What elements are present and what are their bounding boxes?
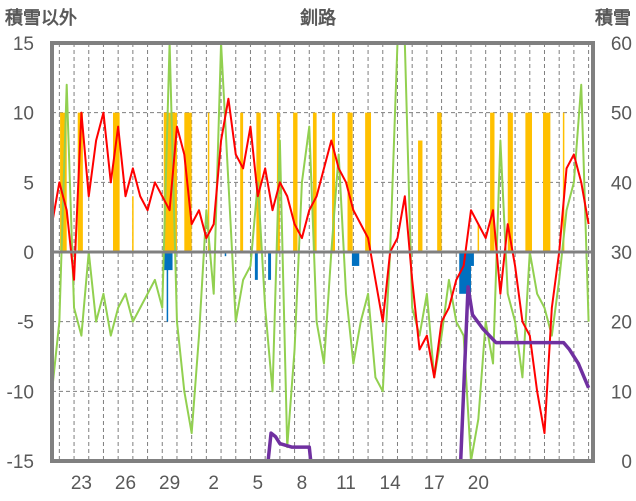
right-tick-label: 10 — [611, 382, 632, 403]
red-series-line — [51, 97, 590, 435]
orange-bar — [113, 112, 120, 253]
x-tick-label: 2 — [208, 473, 219, 494]
orange-bar — [543, 112, 551, 253]
left-tick-label: -10 — [7, 382, 34, 403]
right-tick-label: 50 — [611, 104, 632, 125]
left-tick-label: 10 — [13, 104, 34, 125]
blue-bar — [224, 252, 227, 257]
orange-bar — [293, 112, 298, 253]
left-tick-label: 0 — [23, 243, 34, 264]
x-tick-label: 8 — [297, 473, 308, 494]
blue-bar — [470, 252, 474, 266]
x-tick-label: 20 — [468, 473, 489, 494]
orange-bar — [77, 112, 83, 253]
orange-bar — [332, 112, 335, 253]
orange-bar — [348, 112, 353, 253]
right-tick-label: 40 — [611, 173, 632, 194]
orange-bar — [365, 112, 372, 253]
left-tick-label: -5 — [17, 313, 34, 334]
blue-bar — [166, 252, 169, 322]
x-tick-label: 26 — [115, 473, 136, 494]
orange-bar — [418, 140, 423, 252]
left-tick-label: 5 — [23, 173, 34, 194]
orange-bar — [437, 112, 442, 253]
blue-bar — [254, 252, 258, 280]
orange-bar — [207, 112, 210, 253]
x-tick-label: 23 — [71, 473, 92, 494]
green-series-line — [51, 42, 590, 462]
right-tick-label: 60 — [611, 34, 632, 55]
orange-bar — [477, 224, 480, 252]
blue-bar — [351, 252, 360, 266]
left-tick-label: -15 — [7, 452, 34, 473]
x-tick-label: 14 — [380, 473, 402, 494]
chart-title: 釧路 — [300, 7, 337, 29]
right-tick-label: 30 — [611, 243, 632, 264]
x-tick-label: 5 — [253, 473, 264, 494]
right-tick-label: 0 — [621, 452, 632, 473]
orange-bar — [525, 112, 532, 253]
left-tick-label: 15 — [13, 34, 34, 55]
orange-bar — [562, 112, 565, 253]
x-tick-label: 11 — [336, 473, 356, 494]
right-axis-title: 積雪 — [594, 7, 631, 29]
plot-frame — [50, 41, 595, 463]
orange-bar — [132, 196, 134, 252]
x-tick-label: 29 — [159, 473, 180, 494]
blue-bar — [459, 252, 471, 294]
left-axis-title: 積雪以外 — [4, 7, 77, 29]
right-tick-label: 20 — [611, 313, 632, 334]
x-tick-label: 17 — [424, 473, 445, 494]
orange-bar — [240, 112, 244, 253]
orange-bar — [490, 112, 495, 253]
orange-bar — [507, 112, 513, 253]
blue-bar — [268, 252, 272, 280]
orange-bar — [312, 112, 317, 253]
